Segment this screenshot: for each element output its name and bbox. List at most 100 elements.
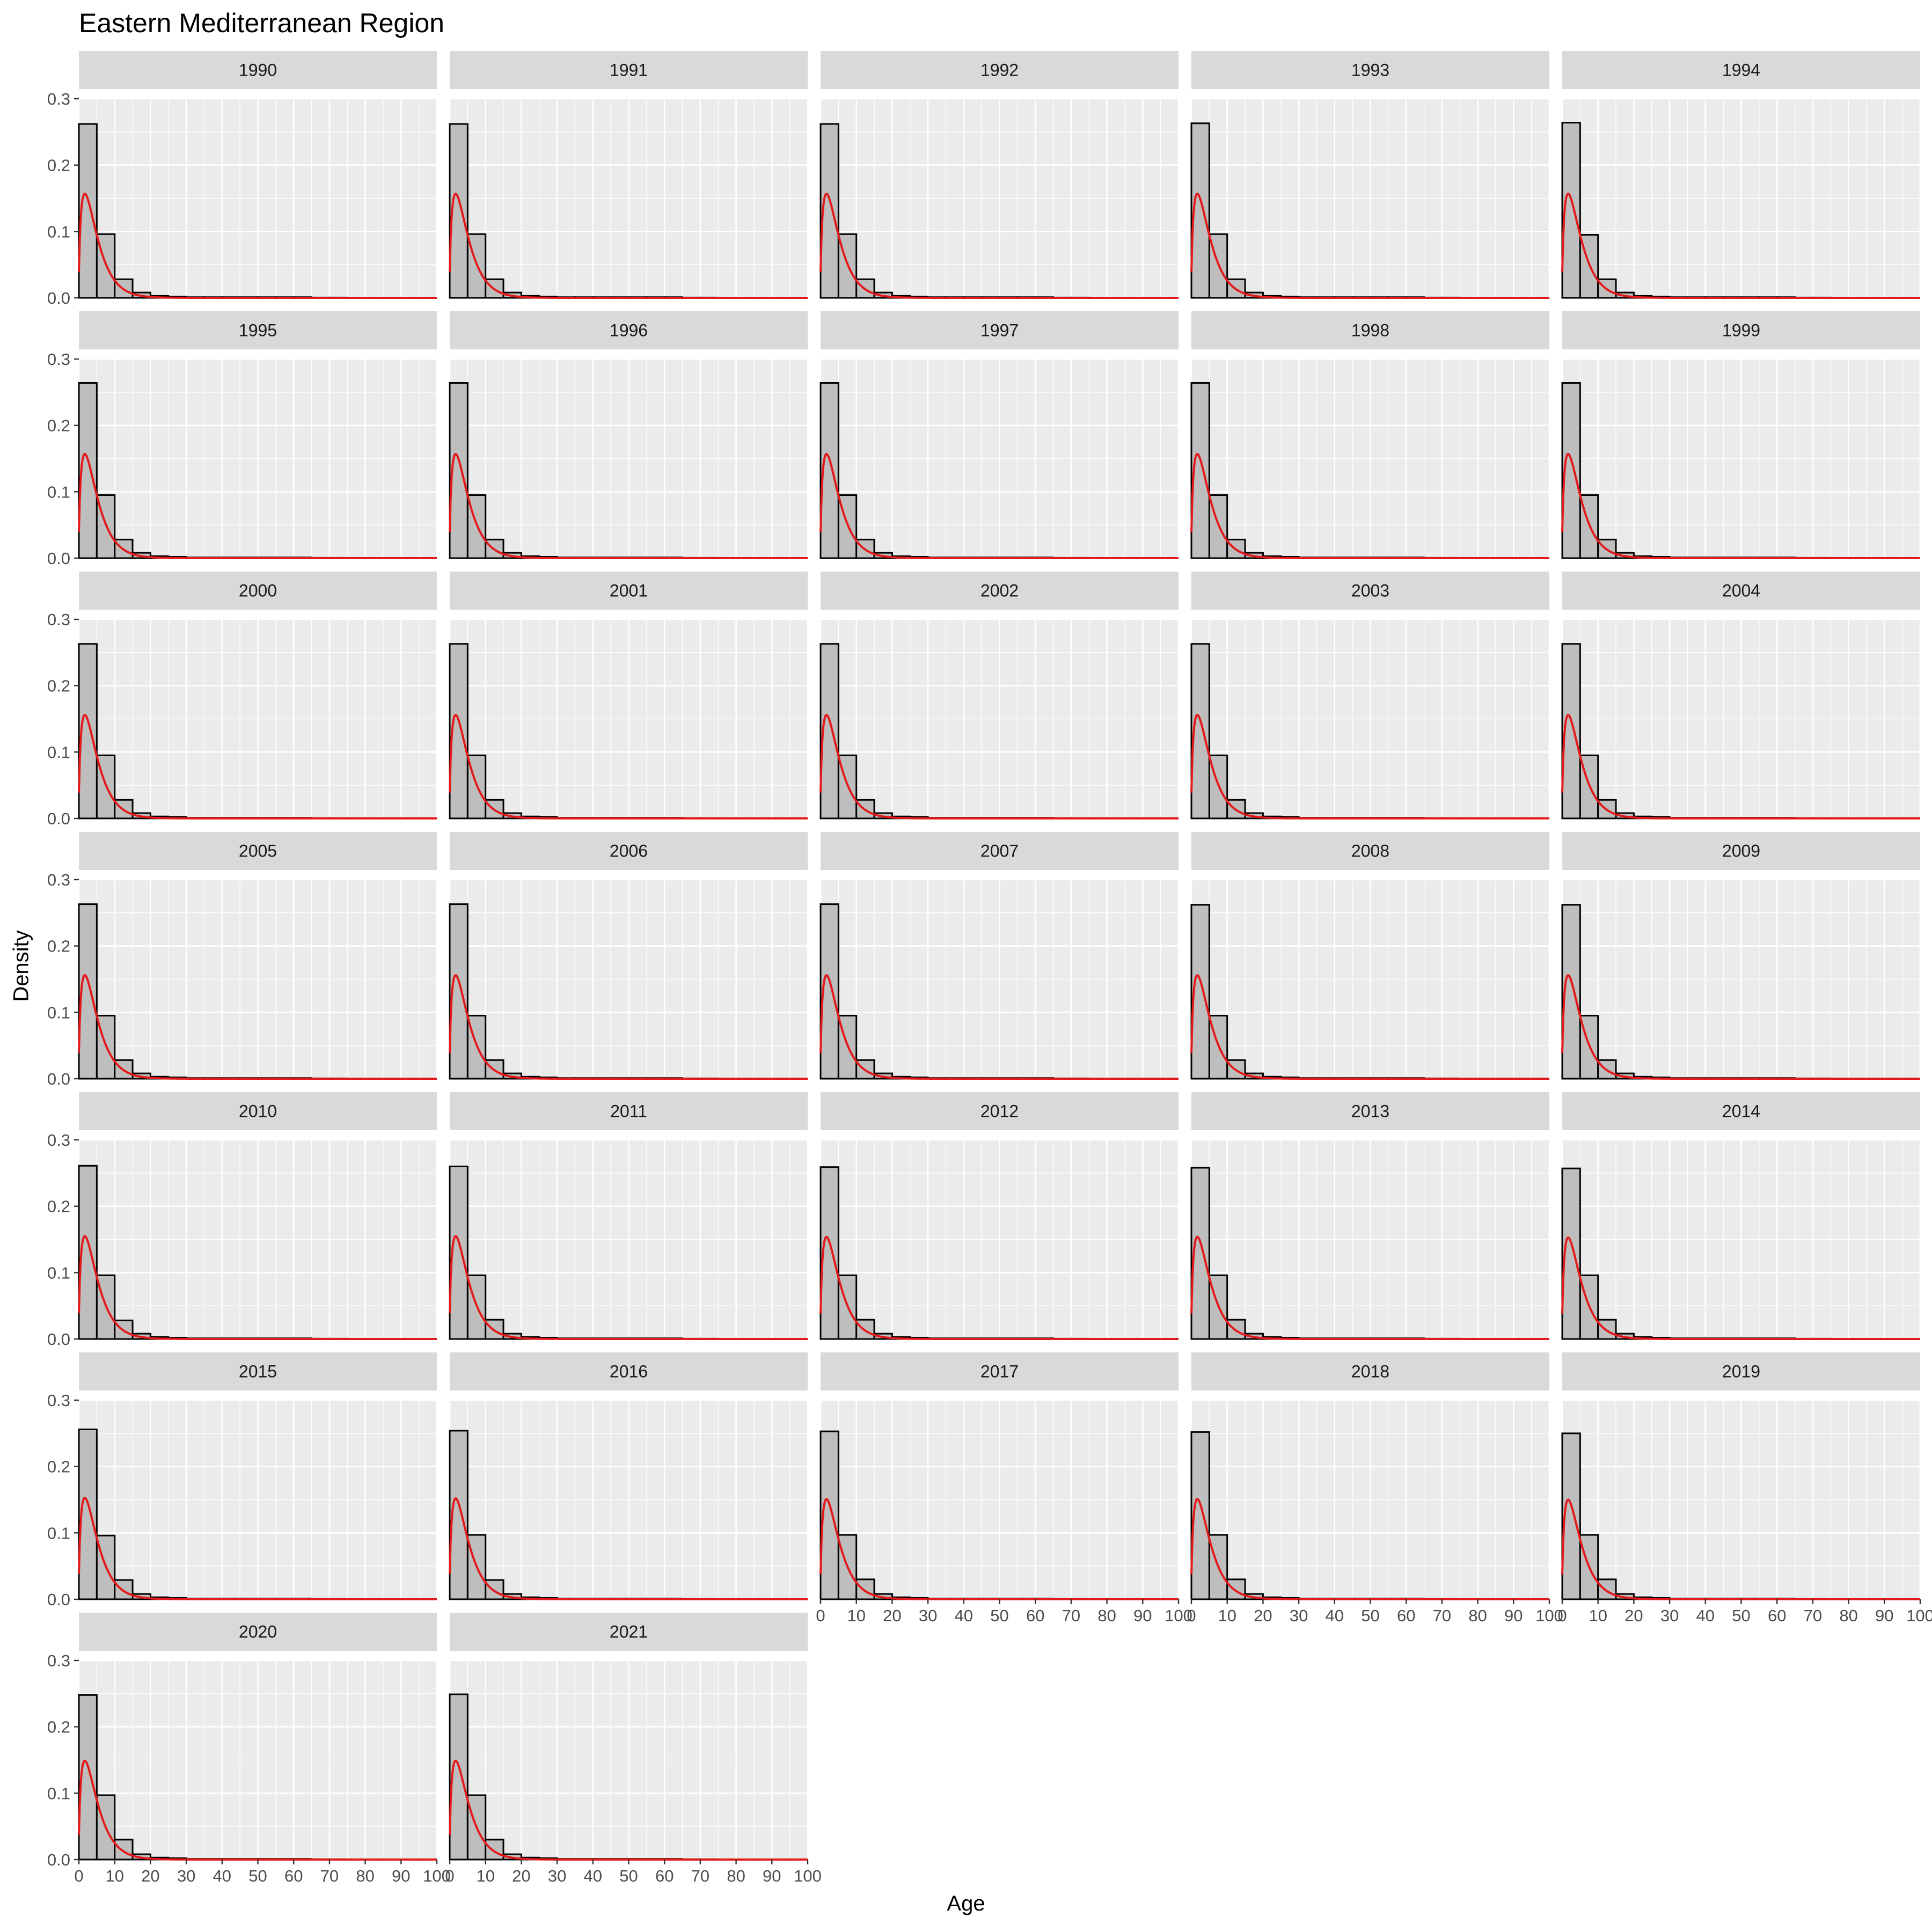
y-tick-label: 0.3	[47, 350, 70, 369]
x-tick-label: 70	[691, 1867, 709, 1885]
facet-strip-label: 2004	[1722, 581, 1760, 601]
x-tick-label: 90	[763, 1867, 781, 1885]
x-tick-label: 80	[727, 1867, 745, 1885]
facet-strip	[450, 1352, 808, 1391]
facet-panel-2012: 2012	[819, 1092, 1180, 1340]
density-curve	[449, 192, 808, 299]
x-tick-label: 10	[1218, 1606, 1236, 1625]
x-tick-label: 60	[1397, 1606, 1415, 1625]
density-curve	[1190, 452, 1549, 559]
facet-strip	[1562, 311, 1920, 349]
facet-strip	[79, 1352, 437, 1391]
facet-strip-label: 1990	[239, 61, 277, 80]
facet-strip	[450, 51, 808, 89]
histogram-bar	[855, 1578, 875, 1600]
facet-strip-label: 2019	[1722, 1362, 1760, 1381]
y-tick-label: 0.2	[47, 156, 70, 175]
facet-strip	[1562, 832, 1920, 870]
x-tick-label: 0	[816, 1606, 825, 1625]
y-tick-label: 0.0	[47, 1850, 70, 1869]
facet-strip	[450, 1613, 808, 1651]
x-tick-label: 50	[1361, 1606, 1379, 1625]
histogram-bar	[114, 538, 134, 559]
x-tick-label: 40	[213, 1867, 231, 1885]
y-tick-label: 0.0	[47, 809, 70, 828]
facet-panel-2001: 2001	[449, 572, 809, 819]
x-tick-label: 50	[619, 1867, 638, 1885]
x-tick-label: 10	[847, 1606, 865, 1625]
facet-strip	[1191, 832, 1549, 870]
facet-strip	[79, 1092, 437, 1130]
facet-panel-2004: 2004	[1561, 572, 1921, 819]
facet-strip-label: 1996	[610, 321, 648, 340]
facet-panel-2013: 2013	[1190, 1092, 1550, 1340]
x-tick-label: 60	[1768, 1606, 1786, 1625]
facet-strip	[1191, 1352, 1549, 1391]
facet-panel-2002: 2002	[819, 572, 1180, 819]
density-curve	[819, 974, 1179, 1080]
x-tick-label: 20	[141, 1867, 159, 1885]
facet-panel-2019: 2019 0 10 20 30 40 50 60 70 80 90 100	[1557, 1352, 1932, 1625]
facet-strip-label: 2008	[1351, 841, 1389, 861]
facet-panel-2006: 2006	[449, 832, 809, 1080]
y-tick-label: 0.3	[47, 1131, 70, 1150]
y-tick-label: 0.0	[47, 549, 70, 568]
facet-panel-2020: 2020 0.0 0.1 0.2 0.3 0 10 20 30 40 50 60 70 80 90 100	[47, 1613, 451, 1885]
facet-strip	[450, 572, 808, 610]
density-curve	[1190, 192, 1549, 299]
facet-panel-2014: 2014	[1561, 1092, 1921, 1340]
facet-panel-2003: 2003	[1190, 572, 1550, 819]
x-tick-label: 80	[1839, 1606, 1857, 1625]
density-curve	[449, 1497, 808, 1600]
facet-strip	[450, 832, 808, 870]
facet-panel-2000: 2000 0.0 0.1 0.2 0.3	[47, 572, 438, 828]
facet-panel-1991: 1991	[449, 51, 809, 299]
y-tick-label: 0.2	[47, 677, 70, 696]
facet-strip	[1562, 572, 1920, 610]
histogram-bar	[449, 643, 469, 819]
x-tick-label: 100	[1906, 1606, 1932, 1625]
x-tick-label: 10	[105, 1867, 123, 1885]
facet-panel-1995: 1995 0.0 0.1 0.2 0.3	[47, 311, 438, 568]
density-curve	[1561, 1236, 1920, 1340]
facet-panel-2018: 2018 0 10 20 30 40 50 60 70 80 90 100	[1187, 1352, 1563, 1625]
facet-strip-label: 2007	[980, 841, 1019, 861]
facet-strip-label: 1999	[1722, 321, 1760, 340]
histogram-bar	[96, 1534, 116, 1600]
x-tick-label: 90	[392, 1867, 410, 1885]
x-tick-label: 20	[1624, 1606, 1643, 1625]
facet-strip-label: 2002	[980, 581, 1019, 601]
histogram-bar	[855, 278, 875, 299]
x-tick-label: 10	[1589, 1606, 1607, 1625]
facet-strip-label: 2016	[610, 1362, 648, 1381]
x-tick-label: 0	[1187, 1606, 1196, 1625]
y-tick-label: 0.3	[47, 1651, 70, 1670]
y-tick-label: 0.0	[47, 1590, 70, 1609]
facet-strip	[79, 832, 437, 870]
facet-panel-2007: 2007	[819, 832, 1180, 1080]
x-tick-label: 90	[1875, 1606, 1893, 1625]
density-curve	[1190, 714, 1549, 819]
y-tick-label: 0.3	[47, 610, 70, 629]
histogram-bar	[114, 1839, 134, 1861]
density-curve	[1561, 452, 1920, 559]
x-tick-label: 30	[548, 1867, 566, 1885]
facet-strip	[821, 832, 1179, 870]
histogram-bar	[114, 799, 134, 819]
density-curve	[1561, 714, 1920, 819]
histogram-bar	[485, 1319, 504, 1340]
facet-strip	[1191, 1092, 1549, 1130]
x-tick-label: 40	[584, 1867, 602, 1885]
y-tick-label: 0.1	[47, 1784, 70, 1803]
x-tick-label: 80	[1097, 1606, 1116, 1625]
facet-strip	[450, 311, 808, 349]
histogram-bar	[1208, 1534, 1228, 1600]
x-tick-label: 90	[1133, 1606, 1152, 1625]
histogram-bar	[114, 1579, 134, 1600]
facet-strip-label: 2006	[610, 841, 648, 861]
y-tick-label: 0.1	[47, 482, 70, 501]
facet-strip	[79, 311, 437, 349]
facet-strip-label: 2011	[610, 1102, 647, 1121]
facet-strip	[79, 51, 437, 89]
histogram-bar	[449, 903, 469, 1080]
